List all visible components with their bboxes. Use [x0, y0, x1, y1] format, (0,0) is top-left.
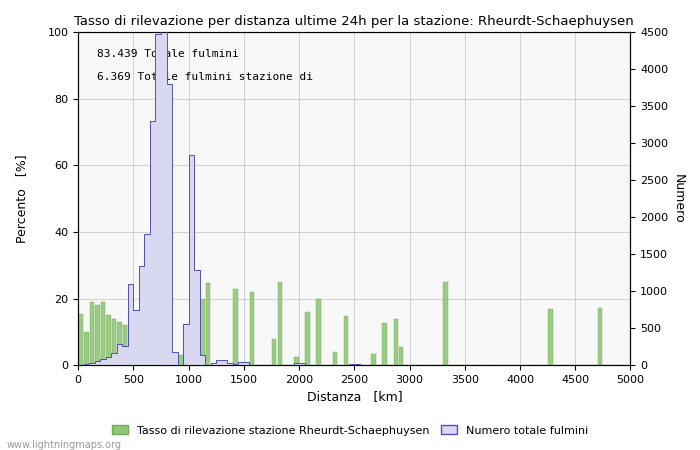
Bar	[118, 322, 122, 365]
Bar	[382, 324, 387, 365]
Text: www.lightningmaps.org: www.lightningmaps.org	[7, 440, 122, 450]
Bar	[250, 292, 254, 365]
Bar	[84, 332, 89, 365]
Title: Tasso di rilevazione per distanza ultime 24h per la stazione: Rheurdt-Schaephuys: Tasso di rilevazione per distanza ultime…	[74, 15, 634, 28]
Bar	[78, 314, 83, 365]
Bar	[233, 289, 238, 365]
Bar	[316, 298, 321, 365]
Bar	[393, 319, 398, 365]
Bar	[272, 339, 276, 365]
Bar	[200, 298, 204, 365]
Bar	[206, 283, 210, 365]
Bar	[598, 308, 602, 365]
Legend: Tasso di rilevazione stazione Rheurdt-Schaephuysen, Numero totale fulmini: Tasso di rilevazione stazione Rheurdt-Sc…	[107, 421, 593, 440]
Bar	[112, 319, 116, 365]
Bar	[178, 355, 183, 365]
Y-axis label: Numero: Numero	[672, 174, 685, 223]
Bar	[128, 325, 133, 365]
Bar	[278, 282, 282, 365]
Bar	[139, 362, 144, 365]
Bar	[399, 347, 403, 365]
Bar	[183, 364, 188, 365]
Bar	[167, 355, 172, 365]
Bar	[156, 349, 160, 365]
Y-axis label: Percento   [%]: Percento [%]	[15, 154, 28, 243]
Bar	[101, 302, 105, 365]
Bar	[90, 302, 95, 365]
Bar	[332, 352, 337, 365]
Text: 83.439 Totale fulmini: 83.439 Totale fulmini	[97, 49, 239, 58]
Bar	[134, 338, 139, 365]
Bar	[173, 355, 177, 365]
Bar	[123, 325, 127, 365]
Bar	[106, 315, 111, 365]
Bar	[294, 357, 298, 365]
X-axis label: Distanza   [km]: Distanza [km]	[307, 391, 402, 404]
Bar	[195, 332, 199, 365]
Bar	[189, 328, 194, 365]
Bar	[150, 345, 155, 365]
Text: 6.369 Totale fulmini stazione di: 6.369 Totale fulmini stazione di	[97, 72, 314, 82]
Bar	[372, 354, 376, 365]
Bar	[305, 312, 309, 365]
Bar	[344, 316, 349, 365]
Bar	[95, 305, 99, 365]
Bar	[145, 350, 149, 365]
Bar	[548, 309, 552, 365]
Bar	[162, 352, 166, 365]
Bar	[443, 282, 448, 365]
